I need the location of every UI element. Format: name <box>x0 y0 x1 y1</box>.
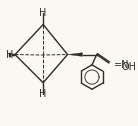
Text: =N: =N <box>114 60 129 70</box>
Text: H: H <box>39 8 47 18</box>
Text: OH: OH <box>122 62 137 72</box>
Polygon shape <box>68 53 83 56</box>
Text: H: H <box>39 89 47 99</box>
Text: H: H <box>6 50 13 60</box>
